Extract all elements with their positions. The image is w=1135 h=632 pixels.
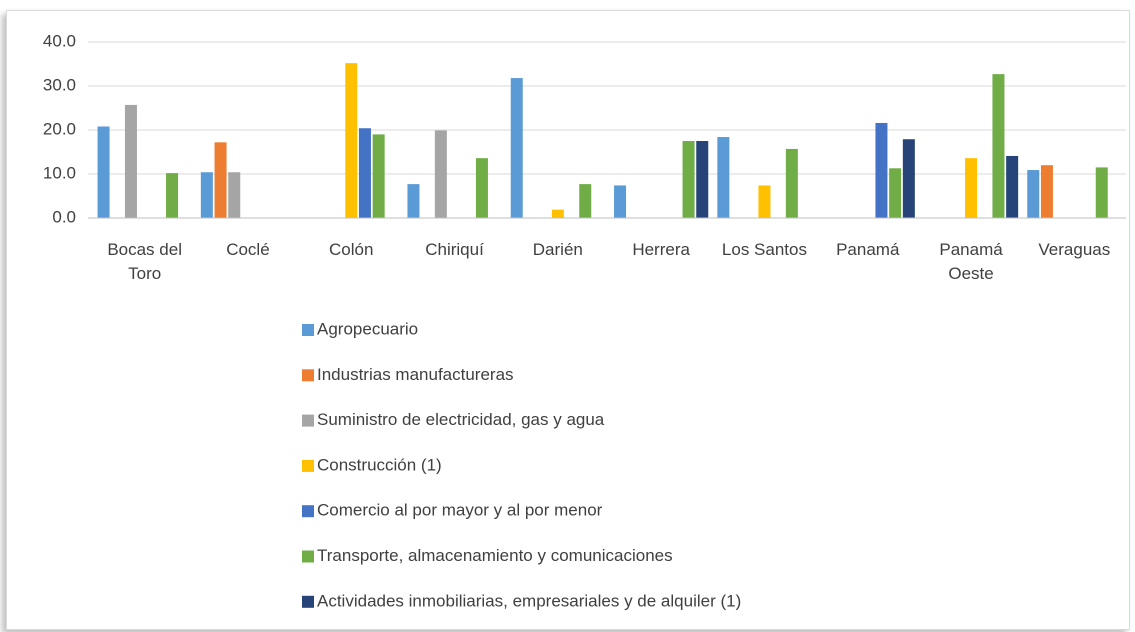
y-tick-label: 0.0 <box>52 207 76 226</box>
legend-label: Actividades inmobiliarias, empresariales… <box>317 591 741 610</box>
bar <box>407 184 420 218</box>
x-tick-label: Panamá Oeste <box>939 240 1003 283</box>
chart-frame <box>6 10 1130 630</box>
bar <box>1040 165 1053 218</box>
x-tick-label: Los Santos <box>721 240 807 259</box>
legend-swatch <box>302 369 314 382</box>
bar <box>166 173 179 218</box>
bar <box>124 104 137 218</box>
x-tick-label: Bocas del Toro <box>107 240 182 283</box>
bar <box>345 63 358 219</box>
legend-swatch <box>302 550 314 563</box>
x-tick-label: Chiriquí <box>425 240 484 259</box>
y-tick-label: 20.0 <box>43 119 76 138</box>
bar <box>1027 170 1040 218</box>
y-tick-label: 30.0 <box>43 75 76 94</box>
legend-swatch <box>302 595 314 608</box>
bar <box>1095 167 1108 218</box>
bar <box>579 184 592 218</box>
legend-label: Suministro de electricidad, gas y agua <box>317 410 605 429</box>
legend-label: Construcción (1) <box>317 455 442 474</box>
y-tick-label: 40.0 <box>43 31 76 50</box>
bar <box>696 141 709 218</box>
x-tick-label: Colón <box>329 240 374 259</box>
bar <box>358 128 371 218</box>
bar <box>434 130 447 218</box>
bar <box>992 74 1005 219</box>
bar <box>1006 155 1019 218</box>
legend-swatch <box>302 505 314 518</box>
legend-label: Agropecuario <box>317 319 418 338</box>
bar <box>228 172 241 218</box>
legend-label: Transporte, almacenamiento y comunicacio… <box>317 546 673 565</box>
x-tick-label: Darién <box>532 240 583 259</box>
x-tick-label: Veraguas <box>1038 240 1111 259</box>
bar <box>785 148 798 218</box>
bar <box>614 185 627 218</box>
y-tick-label: 10.0 <box>43 163 76 182</box>
bar <box>214 142 227 218</box>
bar <box>510 78 523 218</box>
bar <box>889 168 902 218</box>
x-tick-label: Panamá <box>836 240 900 259</box>
legend-swatch <box>302 324 314 336</box>
bar <box>902 139 915 218</box>
bar <box>965 158 978 218</box>
legend-label: Comercio al por mayor y al por menor <box>317 501 603 520</box>
bar <box>475 158 488 218</box>
bar <box>200 172 213 218</box>
legend-swatch <box>302 459 314 472</box>
x-tick-label: Coclé <box>226 240 270 259</box>
bar <box>682 141 695 218</box>
bar <box>875 122 888 218</box>
legend-label: Industrias manufactureras <box>317 365 514 384</box>
legend-swatch <box>302 414 314 427</box>
x-tick-label: Herrera <box>632 240 690 259</box>
bar <box>717 137 730 218</box>
bar <box>551 209 564 218</box>
bar <box>758 185 771 218</box>
bar <box>372 134 385 218</box>
bar <box>97 126 110 218</box>
